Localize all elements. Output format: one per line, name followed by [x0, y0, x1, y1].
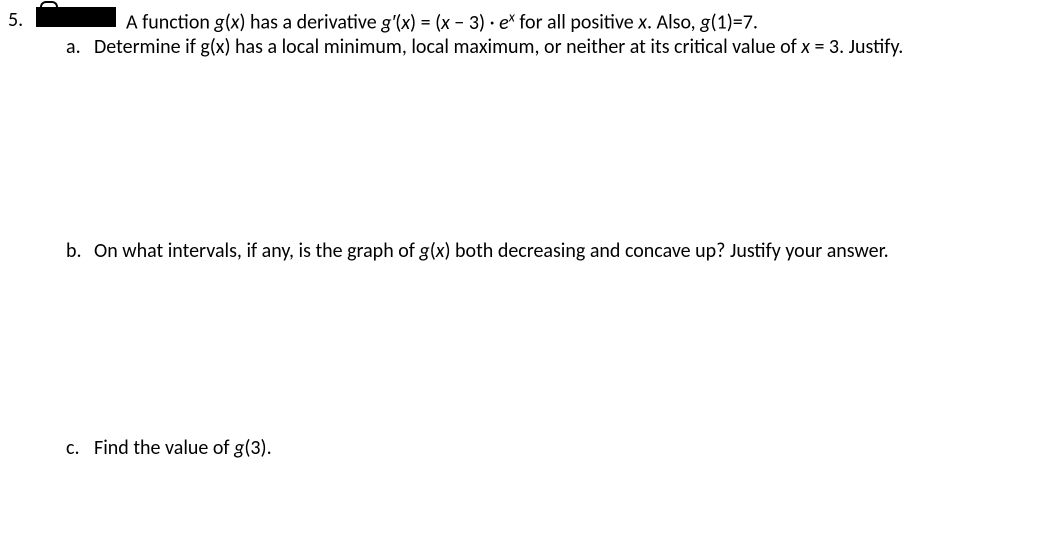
part-a-label: a. — [66, 35, 81, 59]
part-a-text: Determine if g(x) has a local minimum, l… — [94, 35, 903, 59]
part-b-label: b. — [66, 239, 82, 263]
intro-text-1: A function — [126, 11, 214, 35]
intro-text-2: has a derivative — [246, 11, 382, 35]
b-text-2: both decreasing and concave up? Justify … — [451, 239, 889, 263]
intro-text-3: for all positive — [515, 11, 638, 35]
problem-intro: A function g(x) has a derivative g′(x) =… — [126, 8, 758, 35]
part-b-text: On what intervals, if any, is the graph … — [94, 239, 889, 263]
a-xeq3: x — [801, 35, 810, 59]
a-text-1: Determine if g(x) has a local minimum, l… — [94, 35, 801, 59]
redaction-mark — [36, 7, 116, 27]
intro-x: x — [638, 11, 647, 35]
b-gx: g(x) — [419, 239, 450, 263]
part-c-text: Find the value of g(3). — [94, 436, 272, 460]
intro-g1: g(1)=7. — [700, 11, 758, 35]
part-c-label: c. — [66, 436, 80, 460]
c-g3: g(3). — [234, 436, 272, 460]
intro-text-4: . Also, — [647, 11, 700, 35]
problem-number: 5. — [8, 8, 23, 32]
b-text-1: On what intervals, if any, is the graph … — [94, 239, 419, 263]
c-text-1: Find the value of — [94, 436, 234, 460]
a-text-2: = 3. Justify. — [810, 35, 903, 59]
intro-gx: g(x) — [214, 11, 245, 35]
intro-gprime: g′(x) = (x − 3) · ex — [381, 11, 515, 35]
